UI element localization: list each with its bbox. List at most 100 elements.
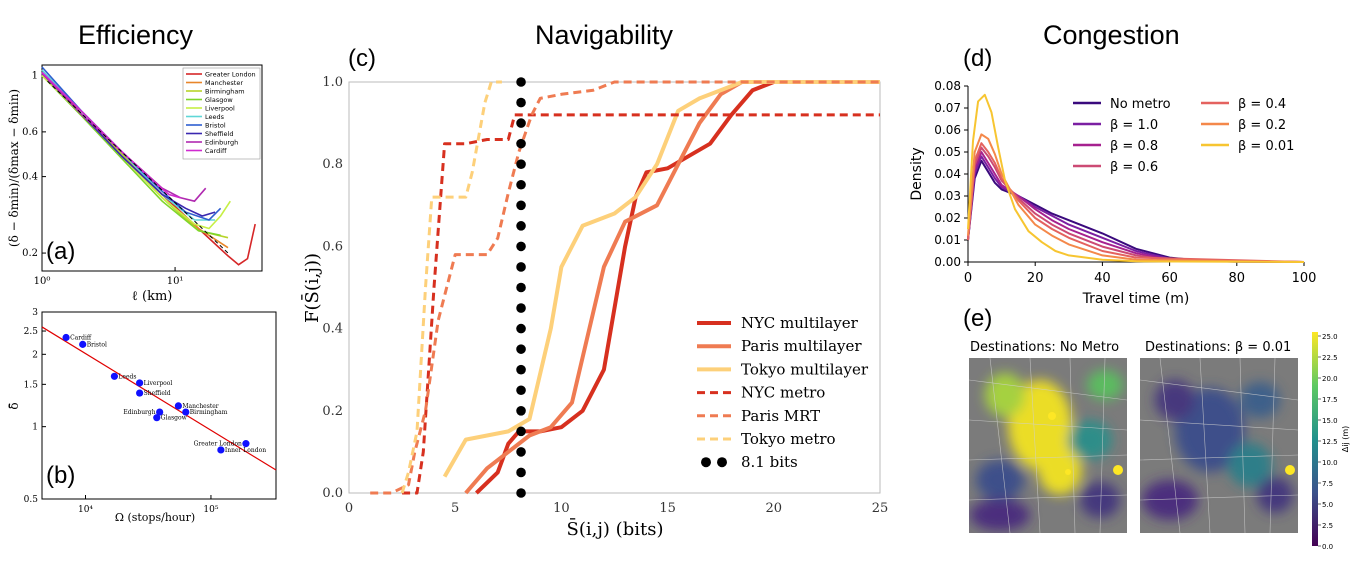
c-marker-dot-14: [516, 200, 526, 211]
c-legend-label-4: Paris MRT: [741, 407, 820, 425]
navigability-header: Navigability: [535, 20, 674, 50]
b-ytick-label-4: 1: [32, 423, 38, 433]
a-legend-label-3: Glasgow: [205, 96, 233, 104]
a-series-3: [41, 74, 221, 237]
cbar-tick-label-4: 15.0: [1322, 417, 1338, 425]
cbar-tick-label-6: 10.0: [1322, 459, 1338, 467]
b-point-label-2: Leeds: [118, 373, 136, 380]
d-series-0: [967, 159, 1305, 263]
d-series-4: [967, 142, 1305, 263]
d-xtick-label-0: 0: [964, 271, 972, 286]
c-marker-dot-5: [516, 385, 526, 396]
cbar-tick-label-1: 22.5: [1322, 354, 1338, 362]
b-point-label-0: Cardiff: [70, 334, 92, 341]
c-marker-dot-15: [516, 179, 526, 190]
d-xtick-label-1: 20: [1027, 271, 1044, 286]
c-legend-label-5: Tokyo metro: [741, 430, 836, 448]
b-point-8: [153, 414, 161, 422]
d-series-6: [967, 93, 1305, 263]
panel-label-b: (b): [46, 462, 76, 489]
panel-d: 0 20 40 60 80 100 0.00 0.01 0.02 0.03 0.04 0.05 0.06…: [909, 79, 1316, 307]
b-point-7: [156, 408, 164, 416]
cbar-tick-label-10: 0.0: [1322, 543, 1333, 551]
d-series-3: [967, 146, 1305, 263]
c-marker-dot-9: [516, 303, 526, 313]
c-marker-dot-11: [516, 262, 526, 272]
b-point-label-10: Inner London: [225, 447, 266, 454]
a-series-9: [41, 71, 181, 199]
d-legend-label-5: β = 0.2: [1238, 118, 1286, 133]
b-point-5: [174, 402, 182, 410]
c-ytick-label-0: 0.0: [322, 486, 343, 501]
a-legend-label-9: Cardiff: [205, 147, 227, 155]
panel-a: 10⁰ 10¹ 1 0.6 0.4 0.2 ℓ (km) (δ − δmin)/(δmax…: [7, 64, 263, 304]
panel-b-frame: [41, 311, 277, 500]
d-legend-label-6: β = 0.01: [1238, 139, 1294, 154]
b-xtick-label-0: 10⁴: [78, 505, 93, 515]
b-point-2: [110, 372, 119, 380]
d-legend-label-1: β = 1.0: [1110, 118, 1158, 133]
c-marker-dot-0: [516, 488, 526, 498]
cbar-tick-label-0: 25.0: [1322, 333, 1338, 341]
b-point-label-7: Edinburgh: [123, 409, 155, 416]
d-series-2: [967, 151, 1305, 263]
d-xtick-label-4: 80: [1229, 271, 1246, 286]
c-marker-dot-2: [516, 447, 526, 457]
cbar-tick-label-8: 5.0: [1322, 501, 1333, 509]
c-marker-dot-8: [516, 323, 526, 334]
b-ytick-label-2: 2: [32, 350, 38, 360]
panel-d-ylabel: Density: [909, 147, 925, 200]
a-legend-label-8: Edinburgh: [205, 139, 238, 147]
panel-c-legend: NYC multilayer Paris multilayer Tokyo mult…: [697, 314, 869, 471]
b-point-0: [62, 333, 70, 342]
c-marker-dot-16: [516, 159, 526, 169]
c-marker-dot-7: [516, 344, 526, 354]
c-legend-label-6: 8.1 bits: [741, 453, 798, 471]
panel-c-ylabel: F(S̄(i,j)): [300, 253, 323, 323]
b-point-label-6: Birmingham: [190, 409, 228, 416]
map2-title: Destinations: β = 0.01: [1145, 340, 1291, 355]
b-ytick-label-0: 3: [32, 308, 38, 318]
c-xtick-label-0: 0: [345, 501, 353, 516]
b-point-label-3: Liverpool: [144, 380, 173, 387]
d-ytick-label-0: 0.00: [934, 255, 961, 269]
cbar-tick-label-3: 17.5: [1322, 396, 1338, 404]
d-ytick-label-8: 0.08: [934, 79, 961, 93]
b-point-3: [136, 379, 144, 387]
panel-a-xlabel: ℓ (km): [132, 289, 173, 304]
c-marker-dot-12: [516, 241, 526, 252]
b-point-label-1: Bristol: [87, 341, 107, 348]
d-xtick-label-2: 40: [1094, 271, 1111, 286]
a-legend-label-2: Birmingham: [205, 88, 245, 96]
a-legend-label-7: Sheffield: [205, 130, 233, 138]
b-ytick-label-1: 2.5: [24, 327, 39, 337]
c-marker-dot-20: [516, 77, 526, 87]
c-xtick-label-1: 5: [451, 501, 459, 516]
d-ytick-label-4: 0.04: [934, 167, 961, 181]
b-point-label-8: Glasgow: [161, 415, 188, 422]
b-point-9: [242, 440, 250, 448]
panel-a-legend: Greater LondonManchesterBirminghamGlasgo…: [182, 67, 261, 160]
d-legend-label-4: β = 0.4: [1238, 97, 1286, 112]
d-series-1: [967, 155, 1305, 263]
c-xtick-label-5: 25: [872, 501, 889, 516]
c-ytick-label-1: 0.2: [322, 404, 343, 419]
colorbar: [1312, 332, 1318, 546]
d-xtick-label-3: 60: [1161, 271, 1178, 286]
panel-b-ylabel: δ̄: [7, 402, 21, 409]
c-marker-dot-17: [516, 138, 526, 149]
c-marker-dot-4: [516, 406, 526, 416]
c-marker-dot-18: [516, 118, 526, 128]
a-xtick-label-1: 10¹: [167, 276, 184, 287]
c-legend-label-3: NYC metro: [741, 384, 825, 402]
a-legend-label-4: Liverpool: [205, 105, 235, 113]
panel-label-c: (c): [348, 45, 376, 72]
b-point-label-4: Sheffield: [144, 390, 171, 397]
cbar-tick-label-2: 20.0: [1322, 375, 1338, 383]
c-ytick-label-4: 0.8: [322, 157, 343, 172]
d-legend-label-0: No metro: [1110, 97, 1171, 112]
c-xtick-label-4: 20: [766, 501, 783, 516]
a-ytick-label-1: 0.6: [22, 127, 38, 138]
panel-label-d: (d): [963, 45, 993, 72]
